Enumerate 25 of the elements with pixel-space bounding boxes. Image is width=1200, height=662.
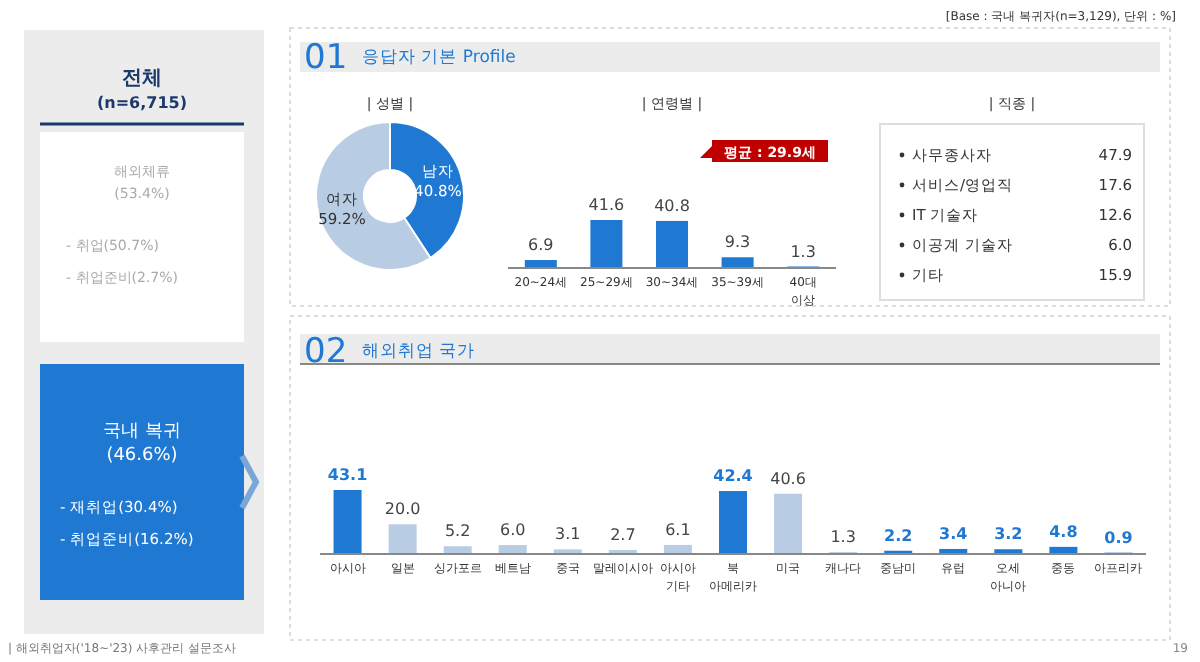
data-label: 4.8: [1049, 522, 1079, 541]
data-label: 1.3: [790, 242, 816, 261]
data-label: 0.9: [1104, 528, 1134, 547]
data-label: 3.1: [555, 525, 581, 544]
data-label: 40.8: [654, 196, 690, 215]
data-label: 1.3: [830, 528, 856, 547]
data-label: 3.4: [939, 524, 969, 543]
text: (n=6,715): [96, 94, 188, 112]
data-label: 2.2: [884, 526, 913, 545]
data-label: 9.3: [724, 233, 751, 252]
data-label: 20.0: [384, 500, 421, 519]
text: 01 응답자 기본 Profile: [304, 38, 516, 78]
data-label: 6.0: [500, 521, 526, 540]
data-label: 2.7: [610, 525, 636, 544]
data-label: 3.2: [994, 525, 1023, 544]
text: 02 해외취업 국가: [304, 332, 476, 372]
data-label: 6.9: [528, 236, 554, 255]
data-label: 6.1: [665, 520, 691, 539]
text: 국내 복귀 (46.6%): [103, 422, 181, 466]
data-label: 42.4: [713, 467, 754, 486]
text: 전체: [122, 68, 162, 90]
data-label: 43.1: [327, 466, 369, 484]
data-label: 41.6: [588, 196, 625, 214]
data-label: 40.6: [770, 469, 806, 488]
data-label: 5.2: [444, 522, 471, 541]
